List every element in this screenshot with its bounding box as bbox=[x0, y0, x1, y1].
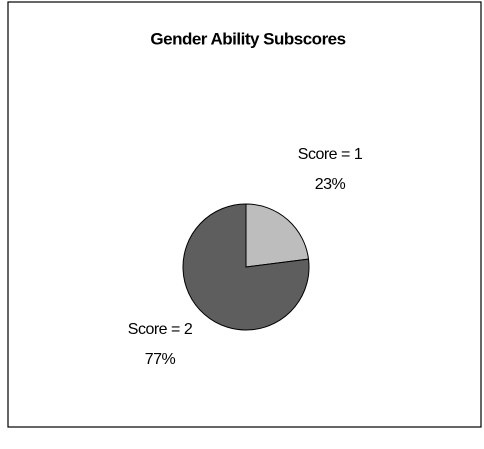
pie-slice bbox=[245, 203, 310, 268]
slice-value-label: 23% bbox=[315, 176, 346, 193]
slice-value-label: 77% bbox=[145, 351, 176, 368]
slice-label: Score = 2 bbox=[128, 321, 193, 338]
slice-label: Score = 1 bbox=[298, 146, 363, 163]
pie-slice bbox=[182, 203, 310, 331]
chart-title: Gender Ability Subscores bbox=[150, 29, 345, 48]
